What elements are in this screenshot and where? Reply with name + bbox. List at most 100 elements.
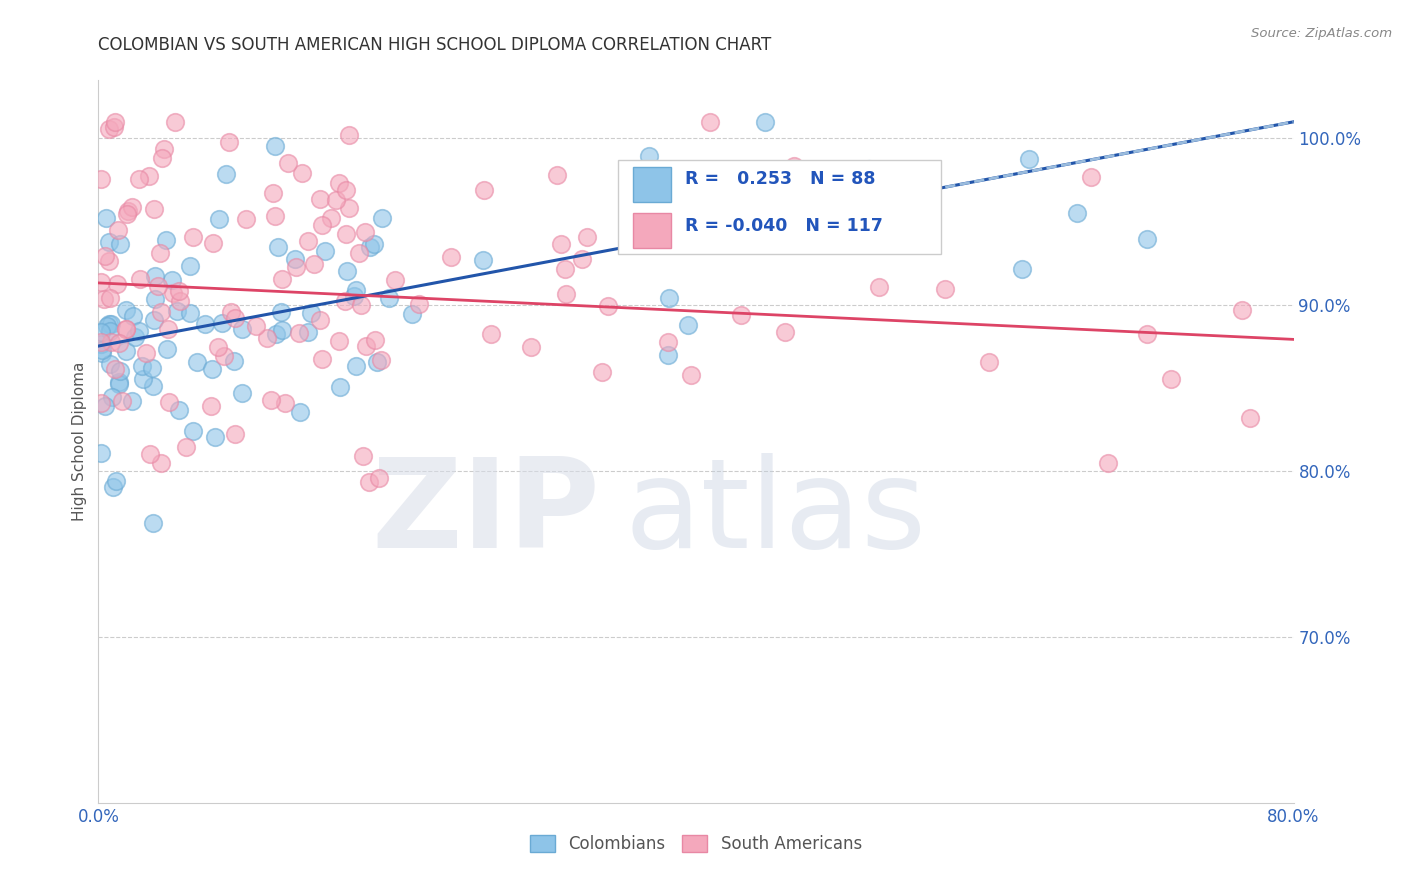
Point — [571, 252, 593, 266]
FancyBboxPatch shape — [633, 213, 671, 248]
Point — [117, 206, 139, 220]
Point — [311, 352, 333, 367]
Point — [754, 115, 776, 129]
Point — [328, 176, 350, 190]
Point — [730, 309, 752, 323]
Point — [100, 357, 122, 371]
FancyBboxPatch shape — [619, 160, 941, 253]
Point — [576, 230, 599, 244]
Point — [277, 156, 299, 170]
Point — [152, 151, 174, 165]
Point — [1239, 411, 1261, 425]
Point — [264, 138, 287, 153]
Point — [638, 149, 661, 163]
Point — [149, 246, 172, 260]
Point — [108, 375, 131, 389]
Point — [146, 278, 169, 293]
Point — [100, 317, 122, 331]
Point — [353, 225, 375, 239]
Point — [97, 122, 120, 136]
Point — [157, 395, 180, 409]
Point — [166, 304, 188, 318]
Point — [204, 430, 226, 444]
Point — [344, 283, 367, 297]
Point — [167, 403, 190, 417]
Point — [105, 475, 128, 489]
Point — [855, 175, 877, 189]
Point — [598, 299, 620, 313]
Text: atlas: atlas — [624, 453, 927, 574]
Point — [96, 319, 118, 334]
Point — [142, 516, 165, 531]
Point — [96, 211, 118, 225]
Point — [288, 405, 311, 419]
Point — [384, 273, 406, 287]
Point — [321, 211, 343, 225]
Point — [93, 293, 115, 307]
Point — [97, 235, 120, 249]
Point — [335, 227, 357, 241]
Point — [212, 349, 235, 363]
Point — [328, 334, 350, 348]
Point — [858, 161, 880, 176]
Point — [90, 326, 112, 340]
Point — [100, 391, 122, 405]
Point — [401, 307, 423, 321]
Point — [309, 312, 332, 326]
Point — [259, 392, 281, 407]
Point — [354, 339, 377, 353]
Point — [304, 257, 326, 271]
Point — [335, 184, 357, 198]
Point — [90, 275, 112, 289]
Point — [101, 480, 124, 494]
Point — [681, 368, 703, 382]
Point — [934, 282, 956, 296]
Point — [94, 249, 117, 263]
Point — [115, 343, 138, 358]
Point — [224, 311, 246, 326]
Point — [97, 254, 120, 268]
Point — [139, 447, 162, 461]
Point — [284, 252, 307, 266]
Point — [256, 331, 278, 345]
Point — [628, 226, 651, 240]
Point — [115, 322, 138, 336]
Point — [554, 286, 576, 301]
Point — [128, 324, 150, 338]
Point — [364, 334, 387, 348]
Point — [917, 219, 939, 233]
Point — [658, 291, 681, 305]
Point — [235, 211, 257, 226]
Point — [141, 361, 163, 376]
Point — [150, 456, 173, 470]
Point — [131, 359, 153, 373]
Point — [360, 240, 382, 254]
Point — [335, 293, 357, 308]
Point — [132, 372, 155, 386]
Point — [591, 365, 613, 379]
Text: ZIP: ZIP — [371, 453, 600, 574]
Point — [181, 424, 204, 438]
Point — [337, 202, 360, 216]
Point — [329, 380, 352, 394]
Point — [325, 193, 347, 207]
Point — [1011, 261, 1033, 276]
Point — [167, 284, 190, 298]
Text: R = -0.040   N = 117: R = -0.040 N = 117 — [685, 217, 883, 235]
Point — [368, 471, 391, 485]
Point — [169, 294, 191, 309]
Point — [718, 204, 741, 219]
Point — [868, 280, 890, 294]
Point — [359, 475, 381, 489]
Point — [479, 327, 502, 342]
Point — [1232, 303, 1254, 318]
Point — [336, 264, 359, 278]
Point — [291, 166, 314, 180]
Point — [783, 159, 806, 173]
Point — [90, 395, 112, 409]
Point — [297, 234, 319, 248]
Point — [1136, 232, 1159, 246]
Point — [773, 325, 796, 339]
Point — [181, 229, 204, 244]
Point — [297, 326, 319, 340]
